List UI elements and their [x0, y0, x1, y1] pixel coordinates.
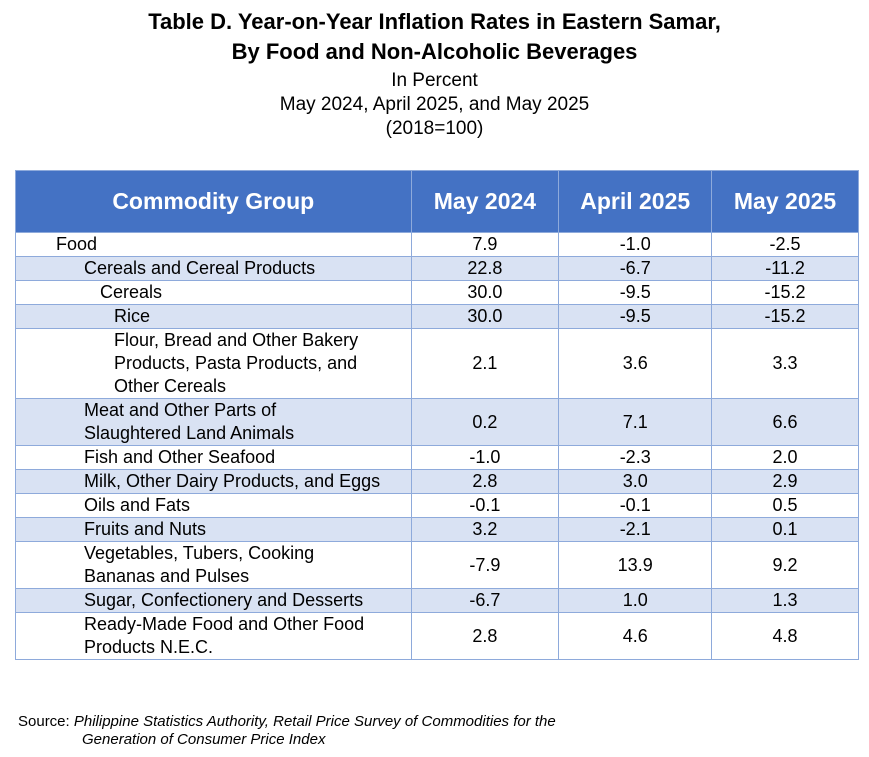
- value-april-2025: -6.7: [558, 256, 713, 281]
- value-may-2025: 2.0: [711, 445, 859, 470]
- commodity-name: Flour, Bread and Other Bakery Products, …: [15, 328, 412, 399]
- table-row: Ready-Made Food and Other Food Products …: [15, 612, 859, 660]
- table-row: Rice 30.0 -9.5 -15.2: [15, 304, 859, 329]
- table-row: Flour, Bread and Other Bakery Products, …: [15, 328, 859, 399]
- commodity-name: Oils and Fats: [15, 493, 412, 518]
- value-april-2025: 7.1: [558, 398, 713, 446]
- value-may-2024: -7.9: [410, 541, 560, 589]
- value-may-2024: 2.1: [410, 328, 560, 399]
- value-may-2024: 22.8: [410, 256, 560, 281]
- value-may-2025: -15.2: [711, 304, 859, 329]
- value-april-2025: -9.5: [558, 280, 713, 305]
- source-text-line1: Philippine Statistics Authority, Retail …: [73, 713, 556, 730]
- source-note: Source: Philippine Statistics Authority,…: [18, 713, 556, 749]
- table-title-line1: Table D. Year-on-Year Inflation Rates in…: [148, 9, 721, 34]
- value-april-2025: -1.0: [558, 232, 713, 257]
- table-row: Fish and Other Seafood -1.0 -2.3 2.0: [15, 445, 859, 470]
- value-may-2025: -2.5: [711, 232, 859, 257]
- commodity-name: Meat and Other Parts of Slaughtered Land…: [15, 398, 412, 446]
- table-row: Oils and Fats -0.1 -0.1 0.5: [15, 493, 859, 518]
- value-april-2025: 13.9: [558, 541, 713, 589]
- commodity-name: Ready-Made Food and Other Food Products …: [15, 612, 412, 660]
- source-text-line2: Generation of Consumer Price Index: [82, 731, 326, 748]
- value-may-2024: 2.8: [410, 469, 560, 494]
- value-may-2024: -6.7: [410, 588, 560, 613]
- value-april-2025: 4.6: [558, 612, 713, 660]
- value-may-2024: 2.8: [410, 612, 560, 660]
- table-row: Meat and Other Parts of Slaughtered Land…: [15, 398, 859, 446]
- value-may-2025: 0.5: [711, 493, 859, 518]
- value-may-2025: 9.2: [711, 541, 859, 589]
- table-title-line2: By Food and Non-Alcoholic Beverages: [231, 39, 638, 64]
- table-row: Vegetables, Tubers, Cooking Bananas and …: [15, 541, 859, 589]
- value-may-2025: -11.2: [711, 256, 859, 281]
- commodity-name: Fish and Other Seafood: [15, 445, 412, 470]
- value-may-2024: 3.2: [410, 517, 560, 542]
- table-row: Sugar, Confectionery and Desserts -6.7 1.0…: [15, 588, 859, 613]
- table-periods: May 2024, April 2025, and May 2025: [279, 94, 590, 115]
- table-row: Milk, Other Dairy Products, and Eggs 2.8 3…: [15, 469, 859, 494]
- value-may-2024: -0.1: [410, 493, 560, 518]
- value-may-2024: -1.0: [410, 445, 560, 470]
- source-label: Source:: [18, 713, 70, 730]
- commodity-name: Sugar, Confectionery and Desserts: [15, 588, 412, 613]
- value-april-2025: 3.0: [558, 469, 713, 494]
- value-april-2025: -0.1: [558, 493, 713, 518]
- table-base-year: (2018=100): [385, 118, 484, 139]
- value-may-2025: 6.6: [711, 398, 859, 446]
- value-april-2025: -2.3: [558, 445, 713, 470]
- value-april-2025: -2.1: [558, 517, 713, 542]
- value-may-2025: 0.1: [711, 517, 859, 542]
- table-row: Food 7.9 -1.0 -2.5: [15, 232, 859, 257]
- inflation-table: Commodity Group May 2024 April 2025 May …: [15, 170, 859, 660]
- header-row: Commodity Group May 2024 April 2025 May …: [15, 170, 859, 233]
- header-may-2024: May 2024: [410, 170, 560, 233]
- commodity-name: Fruits and Nuts: [15, 517, 412, 542]
- commodity-name: Cereals: [15, 280, 412, 305]
- table-row: Cereals 30.0 -9.5 -15.2: [15, 280, 859, 305]
- value-may-2024: 0.2: [410, 398, 560, 446]
- commodity-name: Food: [15, 232, 412, 257]
- table-row: Fruits and Nuts 3.2 -2.1 0.1: [15, 517, 859, 542]
- value-may-2025: 2.9: [711, 469, 859, 494]
- table-row: Cereals and Cereal Products 22.8 -6.7 -11.2: [15, 256, 859, 281]
- value-may-2024: 7.9: [410, 232, 560, 257]
- table-unit: In Percent: [391, 70, 478, 91]
- header-may-2025: May 2025: [711, 170, 859, 233]
- value-may-2024: 30.0: [410, 280, 560, 305]
- commodity-name: Milk, Other Dairy Products, and Eggs: [15, 469, 412, 494]
- value-april-2025: 1.0: [558, 588, 713, 613]
- commodity-name: Cereals and Cereal Products: [15, 256, 412, 281]
- header-april-2025: April 2025: [558, 170, 713, 233]
- commodity-name: Rice: [15, 304, 412, 329]
- commodity-name: Vegetables, Tubers, Cooking Bananas and …: [15, 541, 412, 589]
- value-may-2024: 30.0: [410, 304, 560, 329]
- value-april-2025: 3.6: [558, 328, 713, 399]
- value-may-2025: -15.2: [711, 280, 859, 305]
- value-april-2025: -9.5: [558, 304, 713, 329]
- value-may-2025: 4.8: [711, 612, 859, 660]
- value-may-2025: 1.3: [711, 588, 859, 613]
- header-commodity-group: Commodity Group: [15, 170, 412, 233]
- value-may-2025: 3.3: [711, 328, 859, 399]
